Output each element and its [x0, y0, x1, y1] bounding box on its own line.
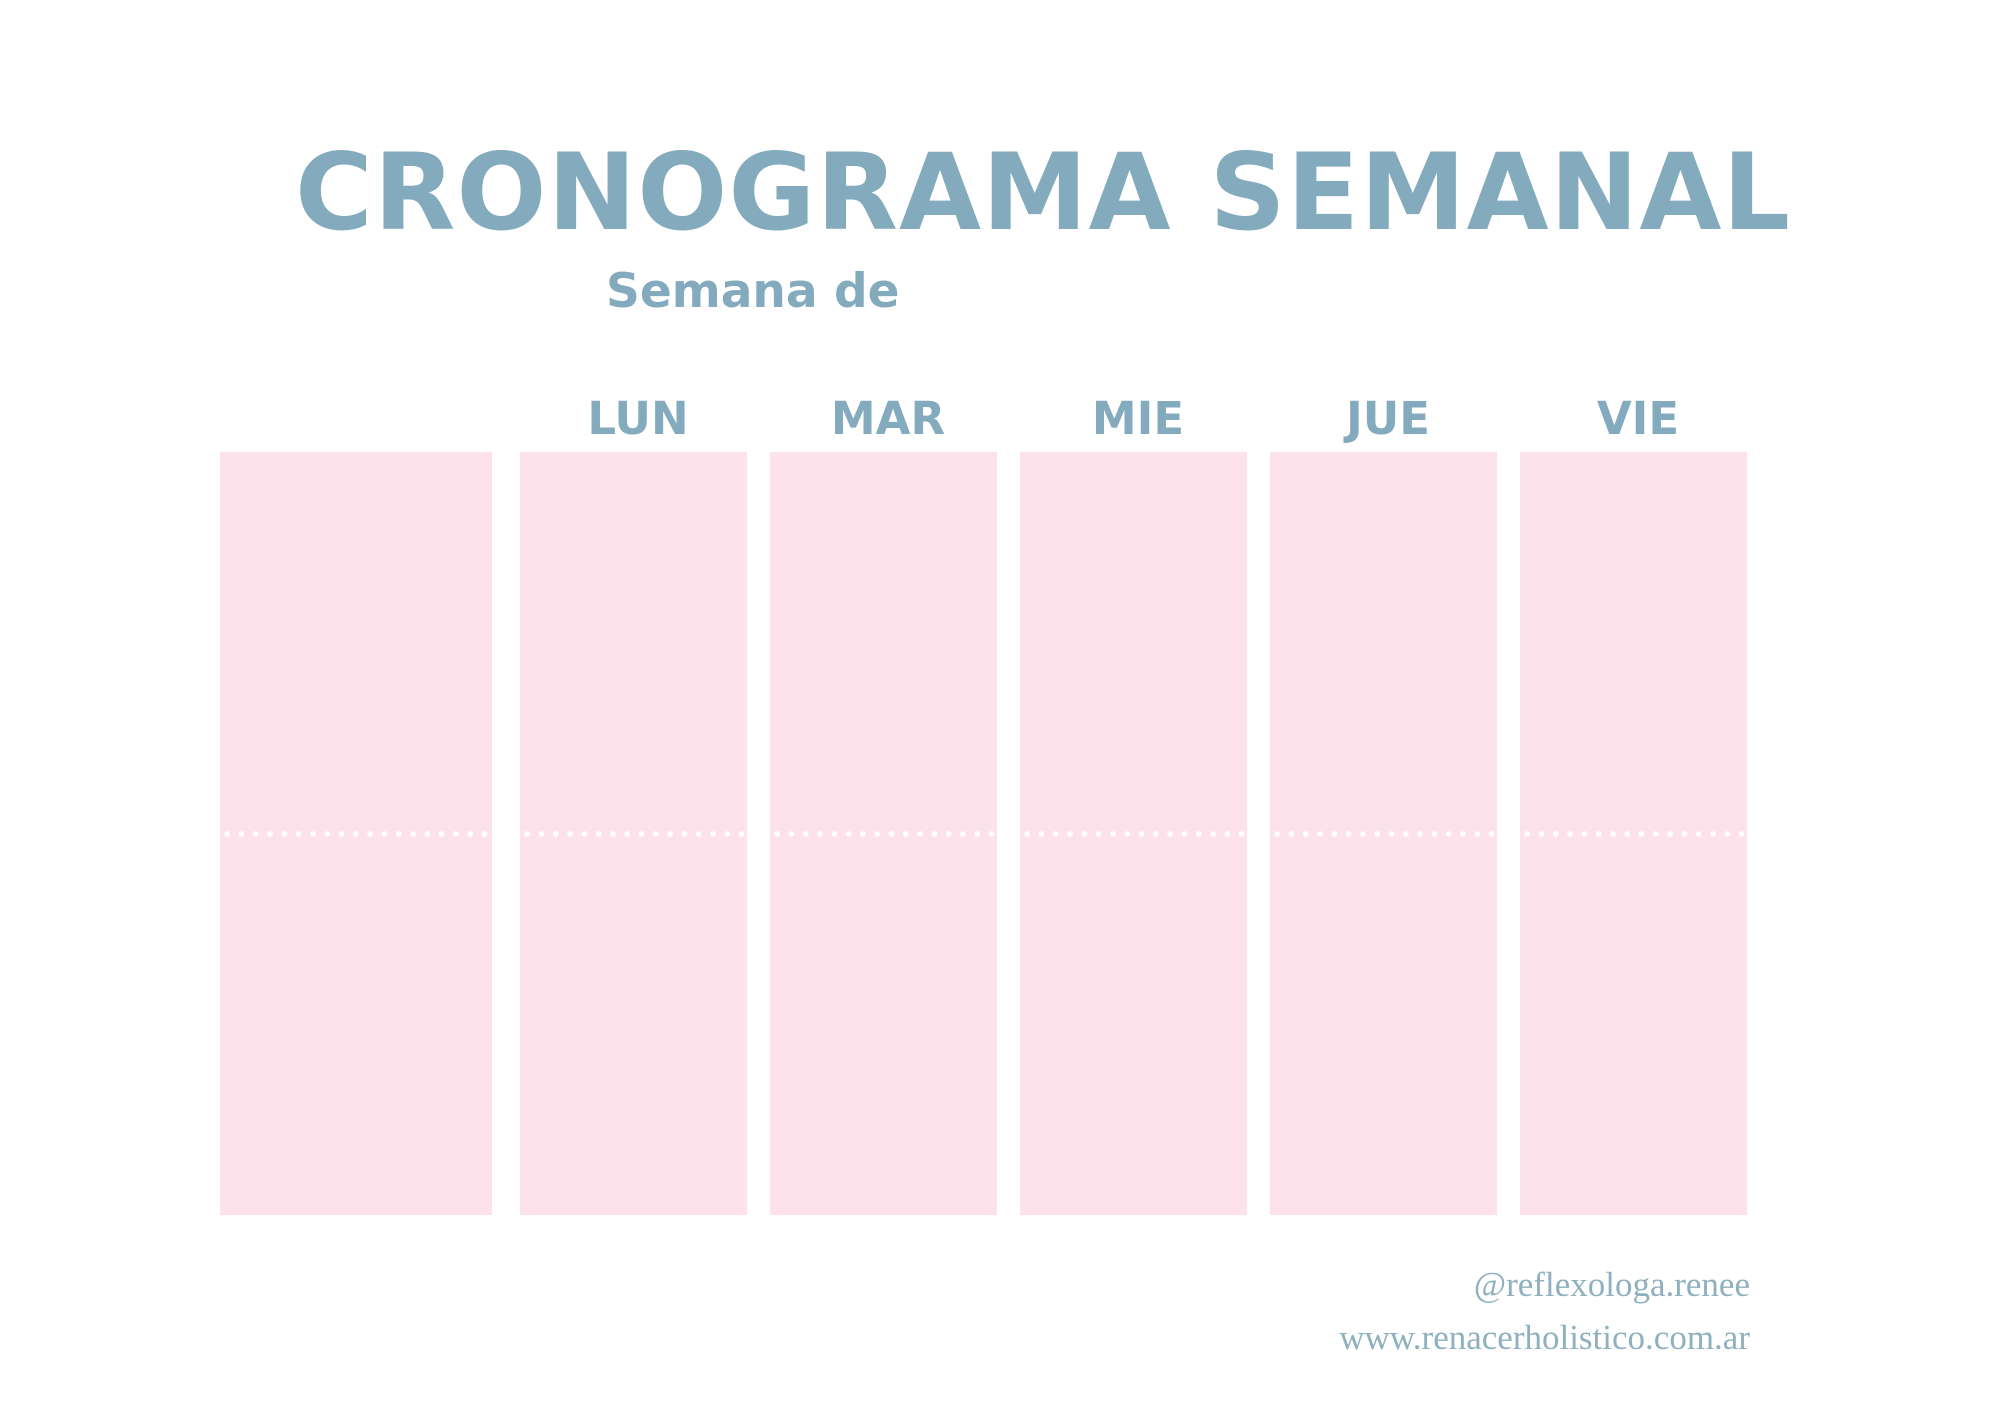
page-title: CRONOGRAMA SEMANAL [295, 131, 1791, 254]
time-column[interactable] [220, 452, 492, 1215]
day-column-mie[interactable] [1020, 452, 1247, 1215]
day-column-jue[interactable] [1270, 452, 1497, 1215]
social-handle: @reflexologa.renee [1473, 1265, 1750, 1304]
day-column-mar[interactable] [770, 452, 997, 1215]
day-label-lun: LUN [587, 392, 689, 445]
dotted-divider [520, 831, 747, 837]
day-label-vie: VIE [1596, 392, 1680, 445]
day-label-mie: MIE [1091, 392, 1185, 445]
week-of-label: Semana de [606, 264, 900, 319]
dotted-divider [1520, 831, 1747, 837]
day-label-jue: JUE [1345, 392, 1431, 445]
dotted-divider [1270, 831, 1497, 837]
dotted-divider [220, 831, 492, 837]
dotted-divider [1020, 831, 1247, 837]
day-label-mar: MAR [830, 392, 946, 445]
day-column-vie[interactable] [1520, 452, 1747, 1215]
website-link[interactable]: www.renacerholistico.com.ar [1339, 1318, 1750, 1357]
dotted-divider [770, 831, 997, 837]
day-column-lun[interactable] [520, 452, 747, 1215]
